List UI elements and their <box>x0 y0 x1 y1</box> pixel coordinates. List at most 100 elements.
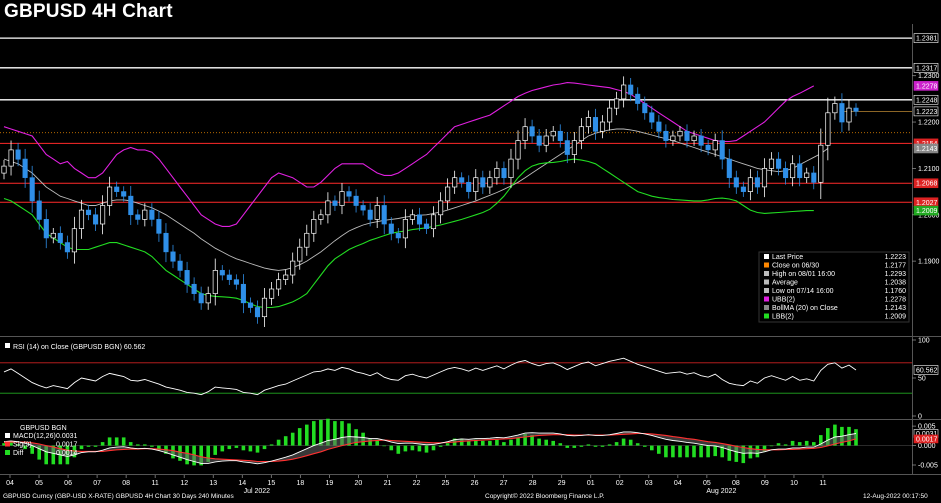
candle-body-64 <box>452 177 458 188</box>
macd-diff-bar-44 <box>312 421 316 446</box>
candle-body-51 <box>360 205 366 211</box>
macd-diff-bar-53 <box>375 439 379 446</box>
x-tick-label-12: 20 <box>355 480 363 487</box>
candle-body-48 <box>339 191 345 206</box>
candle-body-26 <box>184 270 190 285</box>
macd-diff-bar-18 <box>128 442 133 446</box>
macd-legend-label-2: Diff <box>13 450 23 457</box>
x-tick-label-0: 04 <box>6 480 14 487</box>
candle-body-3 <box>22 158 28 178</box>
legend-label-6: BollMA (20) on Close <box>772 305 838 312</box>
candle-body-32 <box>226 274 232 280</box>
candle-body-78 <box>550 130 556 137</box>
legend-label-1: Close on 06/30 <box>772 263 819 270</box>
macd-diff-bar-65 <box>459 438 464 446</box>
legend-label-4: Low on 07/14 16:00 <box>772 288 834 295</box>
price-badge-label-1: 1.2317 <box>916 65 938 72</box>
candle-body-120 <box>846 107 852 123</box>
legend-value-1: 1.2177 <box>885 263 907 270</box>
macd-legend-label-0: MACD(12,26) <box>13 433 56 440</box>
macd-diff-bar-76 <box>537 438 541 446</box>
price-badge-bg-3 <box>913 94 939 105</box>
x-tick-label-4: 08 <box>122 480 130 487</box>
price-badge-label-8: 1.2027 <box>916 200 938 207</box>
x-tick-label-17: 27 <box>500 480 508 487</box>
candle-body-45 <box>318 214 324 220</box>
candle-body-52 <box>367 209 373 220</box>
candle-body-8 <box>57 232 63 243</box>
macd-diff-bar-20 <box>143 444 147 446</box>
macd-diff-bar-109 <box>769 445 774 447</box>
candle-body-27 <box>191 283 197 294</box>
candle-body-59 <box>416 214 423 225</box>
x-tick-label-13: 21 <box>384 480 392 487</box>
candle-body-106 <box>747 177 753 192</box>
legend-label-0: Last Price <box>772 254 803 261</box>
candle-body-4 <box>29 177 35 202</box>
x-tick-label-28: 11 <box>819 480 826 487</box>
candle-body-107 <box>754 177 760 188</box>
candle-body-71 <box>501 168 507 179</box>
price-badge-label-7: 1.2068 <box>916 181 938 188</box>
macd-diff-bar-68 <box>481 440 485 446</box>
candle-body-58 <box>409 214 415 220</box>
x-tick-label-6: 12 <box>180 480 188 487</box>
rsi-badge-label: 60.562 <box>916 367 938 374</box>
candle-body-79 <box>557 130 563 141</box>
macd-diff-bar-87 <box>614 442 619 446</box>
candle-body-81 <box>571 140 577 155</box>
macd-diff-bar-70 <box>495 439 499 446</box>
x-tick-label-8: 14 <box>238 480 246 487</box>
macd-legend-value-0: 0.0031 <box>56 433 78 440</box>
x-month-label-0: Jul 2022 <box>244 488 271 495</box>
candle-body-35 <box>247 302 254 308</box>
macd-diff-bar-63 <box>445 443 450 446</box>
rsi-panel <box>0 337 912 419</box>
legend-swatch-5 <box>764 296 769 302</box>
price-badge-bg-1 <box>913 62 939 73</box>
macd-diff-bar-15 <box>107 437 112 446</box>
macd-ytick-label-1: 0.000 <box>918 443 936 450</box>
candle-body-22 <box>156 219 162 234</box>
candle-body-74 <box>522 126 528 141</box>
candle-body-85 <box>599 121 606 132</box>
macd-diff-bar-104 <box>734 445 739 462</box>
candle-body-53 <box>374 205 380 220</box>
macd-diff-bar-5 <box>37 445 41 460</box>
x-tick-label-15: 25 <box>442 480 450 487</box>
candle-body-39 <box>276 279 282 290</box>
macd-diff-bar-17 <box>121 437 126 446</box>
macd-diff-bar-13 <box>93 445 98 447</box>
x-tick-label-9: 15 <box>267 480 275 487</box>
legend-swatch-1 <box>764 262 769 268</box>
x-tick-label-25: 08 <box>732 480 740 487</box>
candle-body-119 <box>839 103 845 123</box>
candle-body-77 <box>543 135 549 146</box>
macd-diff-bar-75 <box>530 435 534 446</box>
candle-body-13 <box>93 214 99 225</box>
legend-swatch-2 <box>764 271 769 276</box>
macd-diff-bar-33 <box>234 445 239 448</box>
price-badge-label-0: 1.2381 <box>916 36 938 43</box>
upper-bollinger-band <box>3 82 815 227</box>
candle-body-105 <box>740 186 746 192</box>
candle-body-104 <box>733 177 739 188</box>
macd-diff-bar-100 <box>706 445 710 458</box>
macd-diff-bar-0 <box>2 443 6 446</box>
price-badge-bg-0 <box>913 33 939 43</box>
candle-body-16 <box>114 186 120 192</box>
candle-body-109 <box>768 158 775 169</box>
candle-body-115 <box>811 172 817 183</box>
macd-diff-bar-90 <box>635 443 640 446</box>
macd-diff-bar-28 <box>199 445 203 466</box>
macd-diff-bar-45 <box>319 419 323 446</box>
macd-diff-bar-43 <box>305 424 309 446</box>
candle-body-103 <box>726 158 732 178</box>
price-badge-bg-9 <box>913 205 939 216</box>
macd-diff-bar-11 <box>79 445 84 450</box>
x-tick-label-26: 09 <box>761 480 769 487</box>
macd-diff-bar-88 <box>621 438 626 446</box>
legend-value-5: 1.2278 <box>885 297 907 304</box>
candle-body-95 <box>670 135 676 141</box>
candle-body-72 <box>508 158 514 178</box>
